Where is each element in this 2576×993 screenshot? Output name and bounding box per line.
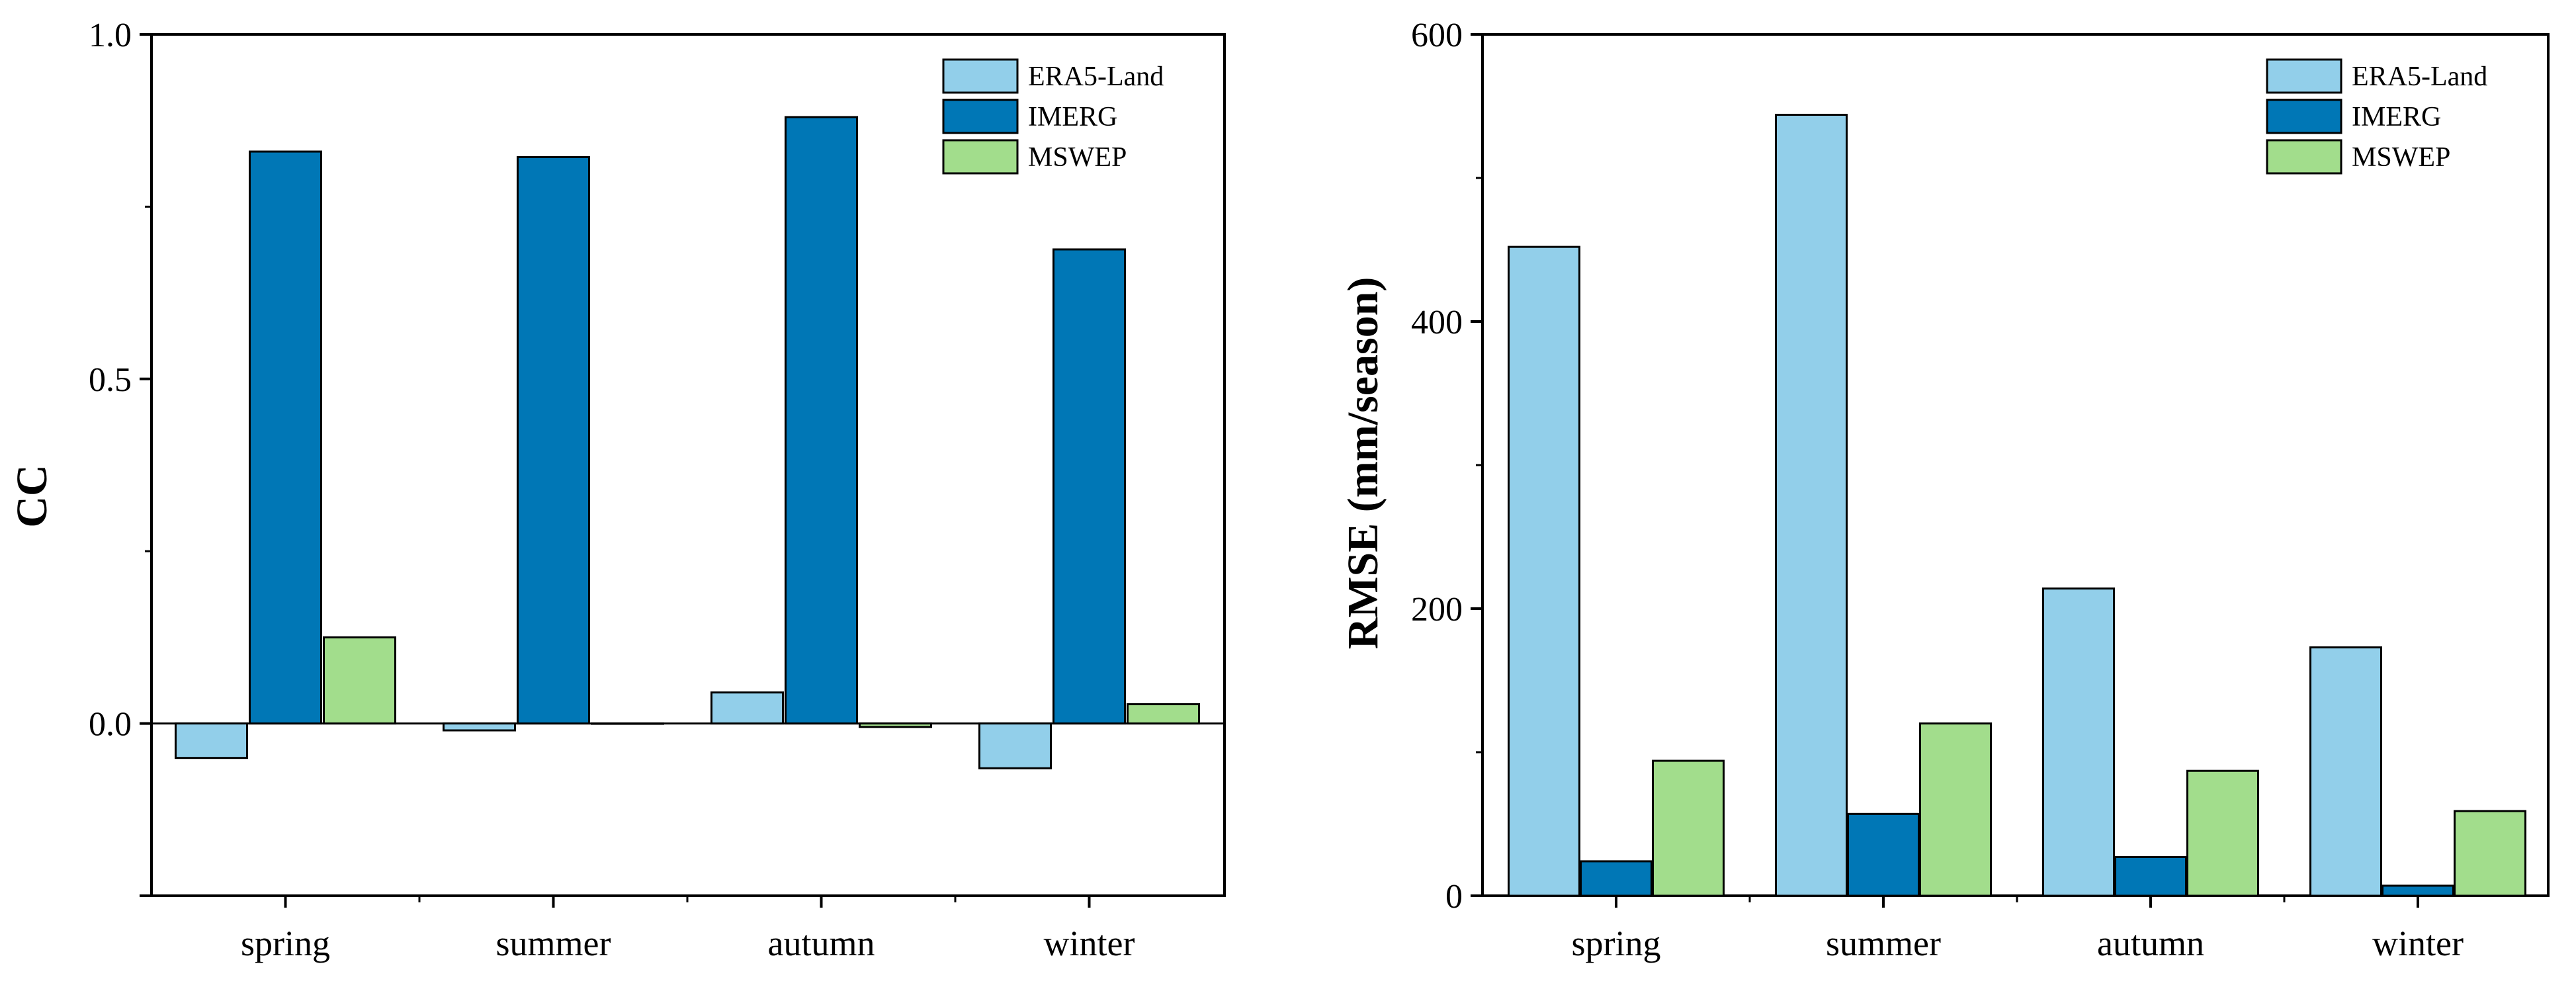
rmse-chart-panel: 0 200 400 600 RMSE (mm/season) spring summer au… — [1339, 17, 2550, 963]
cc-bar-mswep-autumn — [859, 722, 932, 728]
cc-category-label: summer — [496, 924, 611, 963]
cc-bar-mswep-spring — [323, 636, 396, 725]
rmse-category-label: spring — [1572, 924, 1661, 963]
rmse-legend-swatch-imerg — [2266, 99, 2342, 134]
cc-category-label: autumn — [768, 924, 875, 963]
rmse-legend-swatch-era5-land — [2266, 58, 2342, 94]
cc-y-tick-label: 0.0 — [89, 706, 132, 744]
rmse-bar-mswep-autumn — [2186, 769, 2259, 897]
rmse-category-label: winter — [2372, 924, 2464, 963]
rmse-bar-imerg-spring — [1580, 860, 1653, 897]
cc-category-label: winter — [1044, 924, 1135, 963]
cc-bar-era5-land-summer — [443, 722, 516, 732]
rmse-bar-mswep-spring — [1652, 759, 1725, 897]
rmse-bar-imerg-winter — [2382, 885, 2454, 897]
cc-bar-imerg-summer — [517, 155, 590, 725]
cc-bar-imerg-spring — [249, 150, 322, 725]
rmse-bar-era5-land-summer — [1775, 114, 1848, 897]
cc-bar-era5-land-autumn — [710, 691, 784, 725]
rmse-legend-swatch-mswep — [2266, 139, 2342, 175]
cc-bar-imerg-winter — [1052, 248, 1126, 725]
rmse-y-tick-label: 400 — [1411, 304, 1463, 341]
cc-y-axis-label: CC — [8, 464, 56, 527]
rmse-category-label: summer — [1826, 924, 1941, 963]
cc-legend-label-imerg: IMERG — [1028, 102, 1117, 132]
rmse-bar-imerg-summer — [1847, 812, 1920, 897]
rmse-category-label: autumn — [2097, 924, 2204, 963]
cc-legend-swatch-era5-land — [942, 58, 1019, 94]
rmse-legend-label-era5-land: ERA5-Land — [2352, 62, 2487, 92]
cc-legend-swatch-imerg — [942, 99, 1019, 134]
cc-bar-era5-land-winter — [978, 722, 1052, 769]
rmse-legend-label-mswep: MSWEP — [2352, 142, 2450, 173]
rmse-bar-era5-land-autumn — [2042, 587, 2115, 897]
cc-chart-panel: 0.0 0.5 1.0 CC spring summer autumn winter ERA5-… — [8, 17, 1226, 963]
cc-bar-mswep-winter — [1127, 703, 1200, 725]
rmse-bar-mswep-winter — [2454, 810, 2526, 897]
rmse-bar-mswep-summer — [1919, 722, 1992, 897]
cc-category-label: spring — [241, 924, 330, 963]
cc-bar-era5-land-spring — [175, 722, 248, 759]
rmse-bar-era5-land-spring — [1508, 245, 1580, 897]
cc-legend-swatch-mswep — [942, 139, 1019, 175]
cc-y-tick-label: 0.5 — [89, 361, 132, 399]
cc-bar-imerg-autumn — [785, 116, 858, 725]
rmse-bar-era5-land-winter — [2309, 646, 2382, 897]
rmse-y-tick-label: 200 — [1411, 591, 1463, 628]
rmse-y-axis-label: RMSE (mm/season) — [1339, 277, 1387, 650]
rmse-y-tick-label: 0 — [1445, 878, 1463, 916]
cc-legend-label-era5-land: ERA5-Land — [1028, 62, 1164, 92]
cc-y-tick-label: 1.0 — [89, 17, 132, 54]
rmse-legend-label-imerg: IMERG — [2352, 102, 2441, 132]
cc-legend-label-mswep: MSWEP — [1028, 142, 1127, 173]
rmse-y-tick-label: 600 — [1411, 17, 1463, 54]
rmse-bar-imerg-autumn — [2114, 855, 2187, 897]
